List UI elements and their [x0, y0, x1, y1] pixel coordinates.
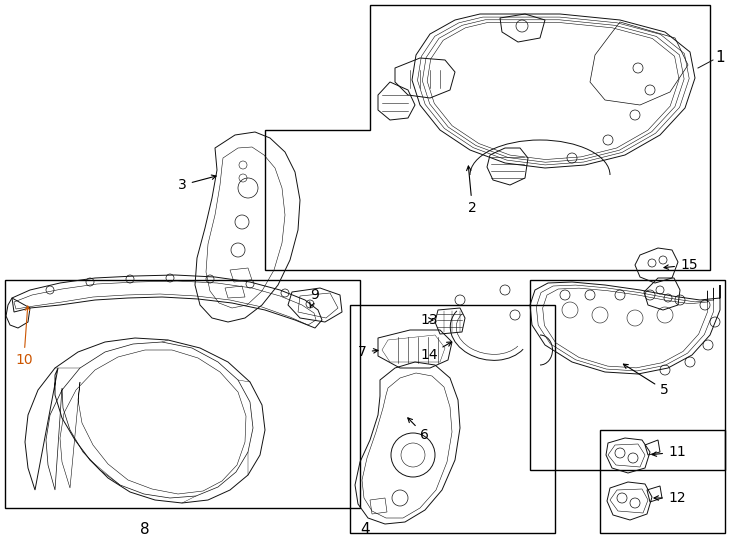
- Text: 2: 2: [467, 166, 477, 215]
- Text: 9: 9: [310, 288, 319, 307]
- Text: 12: 12: [654, 491, 686, 505]
- Text: 15: 15: [664, 258, 697, 272]
- Text: 8: 8: [140, 523, 150, 537]
- Text: 1: 1: [715, 51, 724, 65]
- Bar: [350, 305, 555, 533]
- Text: 11: 11: [652, 445, 686, 459]
- Text: 4: 4: [360, 523, 370, 537]
- Text: 13: 13: [420, 313, 437, 327]
- Text: 10: 10: [15, 306, 32, 367]
- Bar: [600, 430, 725, 533]
- Text: 5: 5: [623, 364, 669, 397]
- Bar: [530, 280, 725, 470]
- Text: 14: 14: [420, 342, 451, 362]
- Text: 7: 7: [358, 345, 378, 359]
- Bar: [5, 280, 360, 508]
- Text: 3: 3: [178, 175, 216, 192]
- Text: 6: 6: [408, 418, 429, 442]
